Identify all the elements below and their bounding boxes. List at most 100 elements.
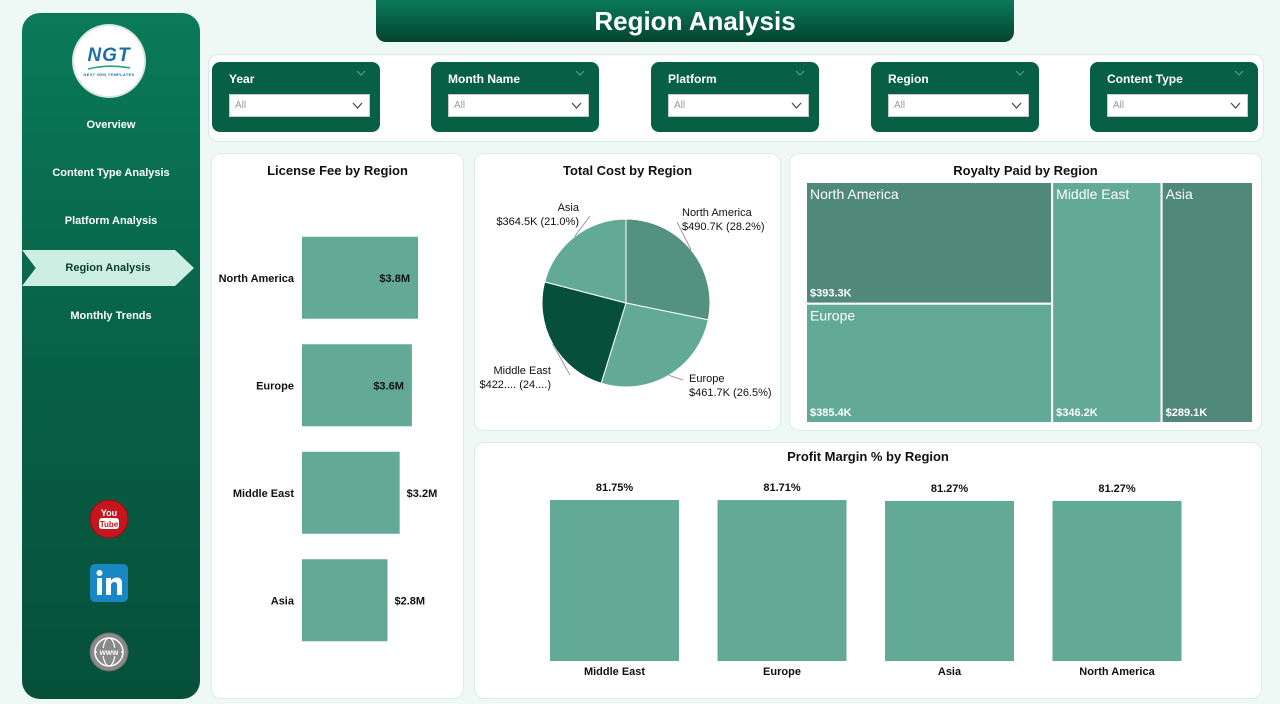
total-cost-card: Total Cost by Region North America $490.7… [474, 153, 781, 431]
bar-middle-east [302, 451, 400, 534]
page-title-bar: Region Analysis [376, 0, 1014, 42]
slicer-content-type: Content Type All [1090, 62, 1258, 132]
tile-name-label: Middle East [1056, 186, 1129, 202]
youtube-icon: You Tube [89, 499, 129, 539]
nav-item-region-analysis[interactable]: Region Analysis [22, 250, 194, 286]
treemap-tile-europe [805, 302, 1054, 424]
category-label: Asia [271, 595, 295, 607]
content-type-dropdown[interactable]: All [1107, 94, 1248, 117]
slicer-value: All [454, 100, 466, 111]
slice-value-label: $490.7K (28.2%) [682, 221, 765, 233]
tile-name-label: Asia [1166, 186, 1193, 202]
data-label: 81.27% [931, 483, 969, 495]
data-label: $3.6M [373, 380, 404, 392]
category-label: Asia [938, 666, 962, 678]
bar-asia [302, 559, 388, 642]
data-label: $2.8M [394, 595, 425, 607]
pie-slice-asia [544, 218, 627, 304]
chart-title: Profit Margin % by Region [787, 449, 949, 464]
category-label: Middle East [233, 488, 294, 500]
total-cost-chart: North America $490.7K (28.2%) Europe $461.7… [479, 202, 772, 399]
slicer-value: All [1113, 100, 1125, 111]
pie-slice-middle-east [541, 281, 627, 384]
chevron-down-icon [352, 102, 363, 109]
treemap-tile-middle-east [1051, 181, 1163, 424]
youtube-link[interactable]: You Tube [89, 499, 129, 539]
profit-margin-card: Profit Margin % by Region 81.75% Middle E… [474, 442, 1262, 699]
slicer-label: Month Name [448, 72, 520, 86]
chart-title: Royalty Paid by Region [953, 163, 1098, 178]
data-label: $3.8M [379, 273, 410, 285]
logo-subtext: NEXT GEN TEMPLATES [83, 72, 135, 77]
chevron-down-icon[interactable] [795, 70, 805, 76]
slice-value-label: $422.... (24....) [479, 379, 551, 391]
leader-line [668, 374, 684, 381]
chevron-down-icon[interactable] [356, 70, 366, 76]
nav-item-label: Monthly Trends [70, 310, 152, 322]
chart-title: Total Cost by Region [562, 163, 693, 178]
pie-slice-north-america [625, 218, 711, 321]
data-label: 81.71% [763, 482, 801, 494]
tile-value-label: $289.1K [1166, 407, 1208, 419]
slicer-value: All [235, 100, 247, 111]
linkedin-icon [90, 564, 128, 602]
slicer-value: All [894, 100, 906, 111]
month-name-dropdown[interactable]: All [448, 94, 589, 117]
chevron-down-icon [1230, 102, 1241, 109]
nav-item-monthly-trends[interactable]: Monthly Trends [22, 298, 200, 334]
year-dropdown[interactable]: All [229, 94, 370, 117]
slice-value-label: $461.7K (26.5%) [689, 387, 772, 399]
bar-north-america [1052, 500, 1182, 661]
data-label: $3.2M [407, 488, 438, 500]
slicer-label: Year [229, 72, 255, 86]
chevron-down-icon[interactable] [575, 70, 585, 76]
website-link[interactable]: www [89, 632, 129, 672]
svg-text:You: You [101, 508, 117, 518]
leader-line [552, 343, 571, 376]
slicer-year: Year All [212, 62, 380, 132]
filter-panel: Year All Month Name All Platform All Reg… [208, 54, 1264, 142]
slicer-region: Region All [871, 62, 1039, 132]
leader-line [574, 215, 591, 237]
slicer-label: Content Type [1107, 72, 1183, 86]
svg-text:Tube: Tube [100, 520, 119, 529]
treemap-tile-north-america [805, 181, 1054, 305]
logo-swoosh-icon [87, 65, 131, 70]
category-label: North America [1079, 666, 1155, 678]
nav-item-content-type-analysis[interactable]: Content Type Analysis [22, 155, 200, 191]
chevron-down-icon [791, 102, 802, 109]
slicer-month-name: Month Name All [431, 62, 599, 132]
tile-name-label: North America [810, 186, 899, 202]
slicer-value: All [674, 100, 686, 111]
chevron-down-icon [571, 102, 582, 109]
leader-line [676, 221, 692, 251]
slicer-platform: Platform All [651, 62, 819, 132]
nav-item-label: Platform Analysis [64, 215, 158, 227]
svg-text:www: www [99, 648, 119, 657]
chevron-down-icon[interactable] [1015, 70, 1025, 76]
nav-item-platform-analysis[interactable]: Platform Analysis [22, 203, 200, 239]
tile-name-label: Europe [810, 308, 855, 324]
slice-name-label: North America [682, 207, 753, 219]
chevron-down-icon[interactable] [1234, 70, 1244, 76]
linkedin-link[interactable] [89, 563, 129, 603]
globe-icon: www [89, 632, 129, 672]
platform-dropdown[interactable]: All [668, 94, 809, 117]
sidebar: NGT NEXT GEN TEMPLATES Overview Content … [22, 13, 200, 699]
pie-slice-europe [600, 302, 709, 388]
slice-name-label: Middle East [494, 365, 551, 377]
profit-margin-chart: 81.75% Middle East 81.71% Europe 81.27% Asia 8… [550, 482, 1182, 678]
royalty-paid-chart: North America $393.3K Europe $385.4K Middle … [805, 181, 1255, 424]
nav-item-overview[interactable]: Overview [22, 107, 200, 143]
category-label: Middle East [584, 666, 645, 678]
tile-value-label: $385.4K [810, 407, 852, 419]
region-dropdown[interactable]: All [888, 94, 1029, 117]
category-label: North America [219, 273, 295, 285]
category-label: Europe [256, 380, 294, 392]
nav-item-label: Overview [86, 119, 136, 131]
tile-value-label: $346.2K [1056, 407, 1098, 419]
license-fee-card: License Fee by Region North America $3.8M… [211, 153, 464, 699]
data-label: 81.27% [1098, 483, 1136, 495]
license-fee-chart: North America $3.8M Europe $3.6M Middle East… [219, 236, 438, 642]
company-logo: NGT NEXT GEN TEMPLATES [74, 26, 144, 96]
